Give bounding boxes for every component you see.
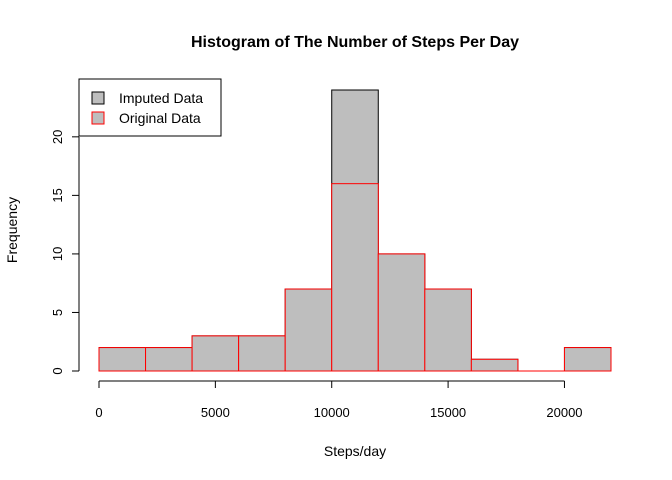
y-tick-label-0: 0 <box>50 367 65 374</box>
x-axis-label: Steps/day <box>324 443 386 459</box>
x-tick-label-3: 15000 <box>430 405 466 420</box>
y-axis: 0 5 10 15 20 <box>50 130 80 375</box>
bar-original-0 <box>98 347 147 372</box>
legend-swatch-0 <box>91 91 105 105</box>
bar-original-4 <box>284 288 333 372</box>
legend: Imputed Data Original Data <box>78 78 222 137</box>
bar-original-2 <box>191 335 240 372</box>
y-tick-label-3: 15 <box>50 188 65 202</box>
bar-original-7 <box>424 288 472 372</box>
x-axis: 0 5000 10000 15000 20000 <box>95 380 583 420</box>
y-tick-label-4: 20 <box>50 130 65 144</box>
bar-original-10 <box>563 347 612 372</box>
x-tick-label-1: 5000 <box>201 405 230 420</box>
y-tick-label-1: 5 <box>50 309 65 316</box>
legend-box <box>78 78 222 137</box>
bar-original-8 <box>470 358 519 372</box>
bar-original-6 <box>377 253 426 372</box>
x-tick-label-2: 10000 <box>314 405 350 420</box>
original-data-bars <box>98 183 612 372</box>
x-tick-label-4: 20000 <box>546 405 582 420</box>
legend-label-0: Imputed Data <box>119 90 203 106</box>
bar-original-5 <box>331 183 379 372</box>
y-tick-label-2: 10 <box>50 247 65 261</box>
bar-original-3 <box>238 335 286 372</box>
bar-original-1 <box>145 347 193 372</box>
legend-swatch-1 <box>91 111 105 125</box>
legend-label-1: Original Data <box>119 110 201 126</box>
x-tick-label-0: 0 <box>95 405 102 420</box>
y-axis-label: Frequency <box>4 197 20 263</box>
chart-title: Histogram of The Number of Steps Per Day <box>191 34 519 51</box>
